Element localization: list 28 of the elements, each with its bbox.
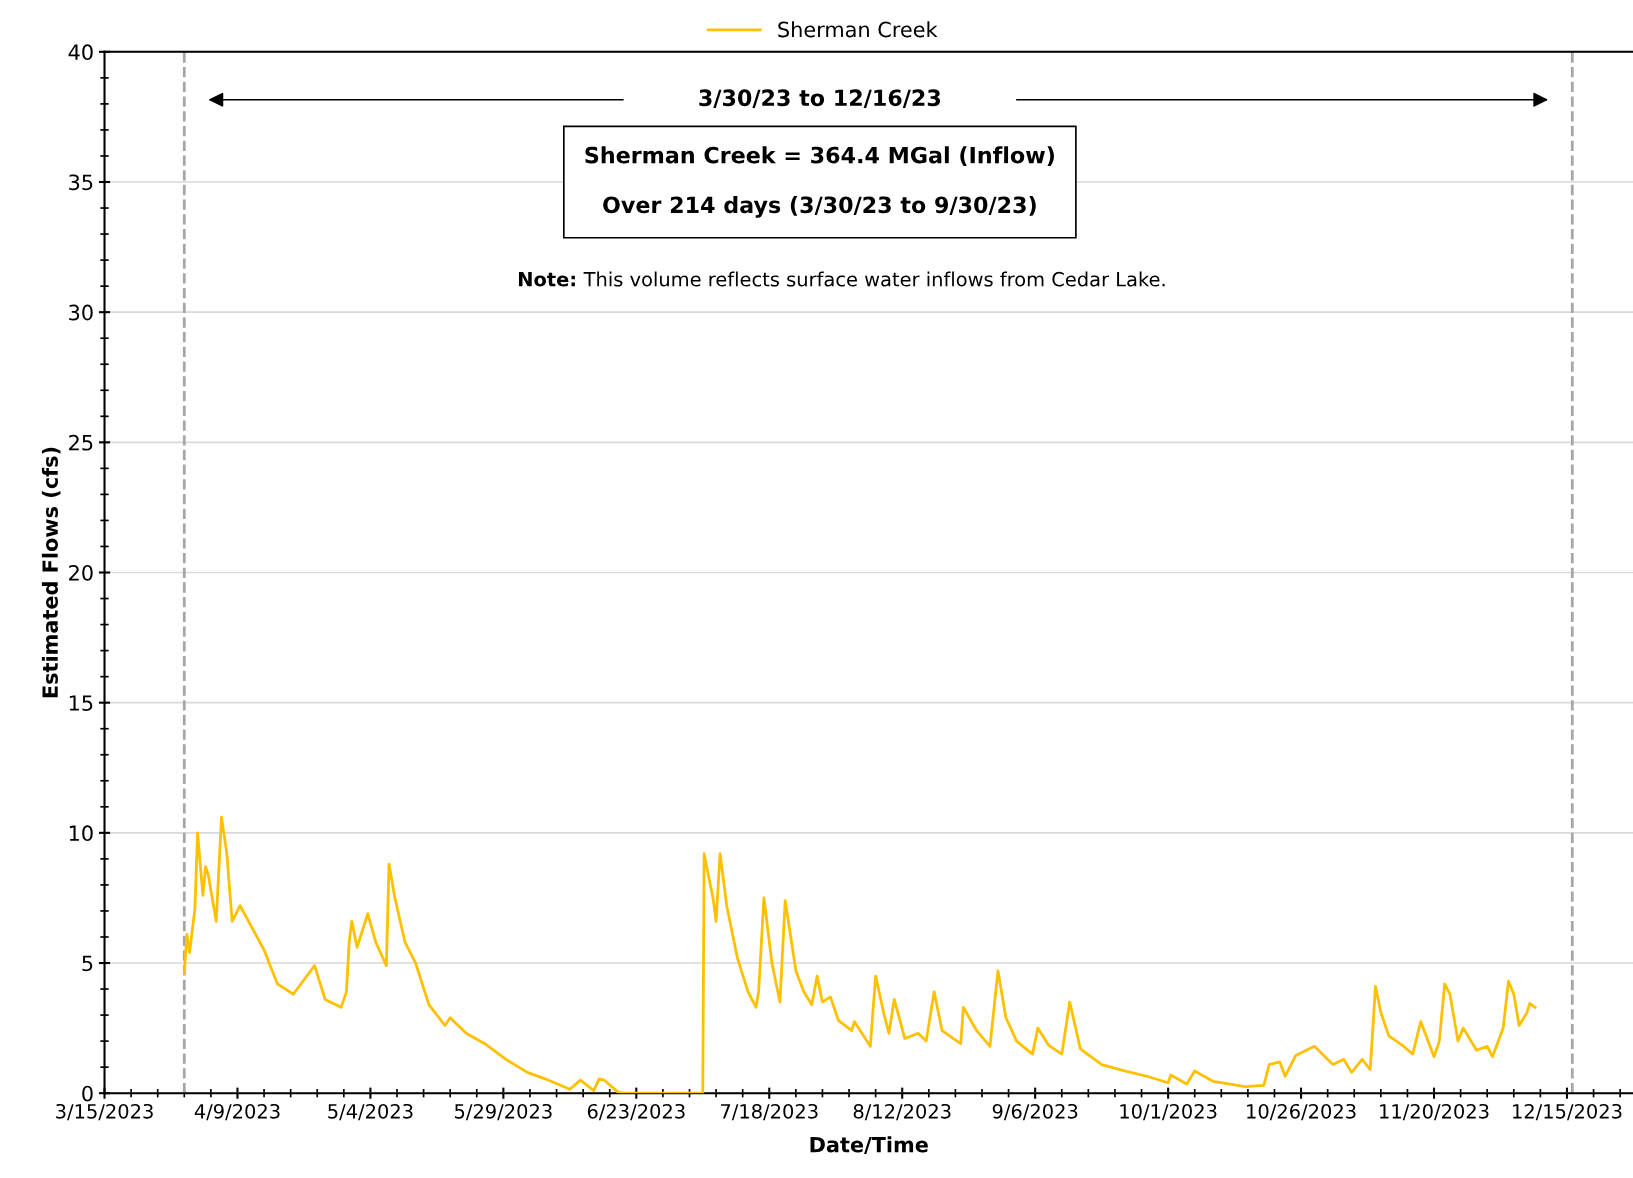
y-tick-label: 5 — [82, 955, 93, 972]
y-tick-label: 15 — [69, 695, 93, 711]
y-tick-label: 25 — [69, 434, 93, 451]
x-axis-title: Date/Time — [810, 1136, 928, 1155]
x-tick-label: 8/12/2023 — [853, 1103, 951, 1121]
x-tick-label: 10/26/2023 — [1247, 1103, 1356, 1121]
x-tick-label: 6/23/2023 — [587, 1103, 685, 1121]
annotation: 3/30/23 to 12/16/23 — [699, 89, 941, 108]
annotation: Note: This volume reflects surface water inflows from Cedar Lake. — [518, 271, 1165, 287]
y-tick-label: 40 — [68, 44, 93, 61]
line-series — [182, 815, 1537, 1094]
x-tick-label: 7/18/2023 — [721, 1103, 818, 1121]
y-tick-label: 0 — [82, 1085, 93, 1102]
x-tick-label: 9/6/2023 — [992, 1103, 1078, 1121]
y-tick-label: 30 — [69, 304, 93, 321]
y-tick-label: 35 — [69, 174, 93, 191]
x-tick-label: 5/29/2023 — [455, 1103, 552, 1121]
text: Sherman Creek = 364.4 MGal (Inflow) Over 214 days (3/30/23 to 9/30/23) — [585, 146, 1054, 218]
y-axis-title: Estimated Flows (cfs) — [41, 447, 61, 698]
legend-label: Sherman Creek — [778, 21, 938, 38]
x-tick-label: 11/20/2023 — [1380, 1103, 1489, 1121]
y-tick-label: 20 — [69, 564, 93, 581]
x-tick-label: 12/15/2023 — [1513, 1103, 1622, 1121]
x-tick-label: 5/4/2023 — [328, 1103, 413, 1121]
x-tick-label: 4/9/2023 — [194, 1103, 280, 1121]
x-tick-label: 3/15/2023 — [56, 1103, 153, 1121]
x-tick-label: 10/1/2023 — [1120, 1103, 1217, 1121]
y-tick-label: 10 — [69, 825, 93, 842]
